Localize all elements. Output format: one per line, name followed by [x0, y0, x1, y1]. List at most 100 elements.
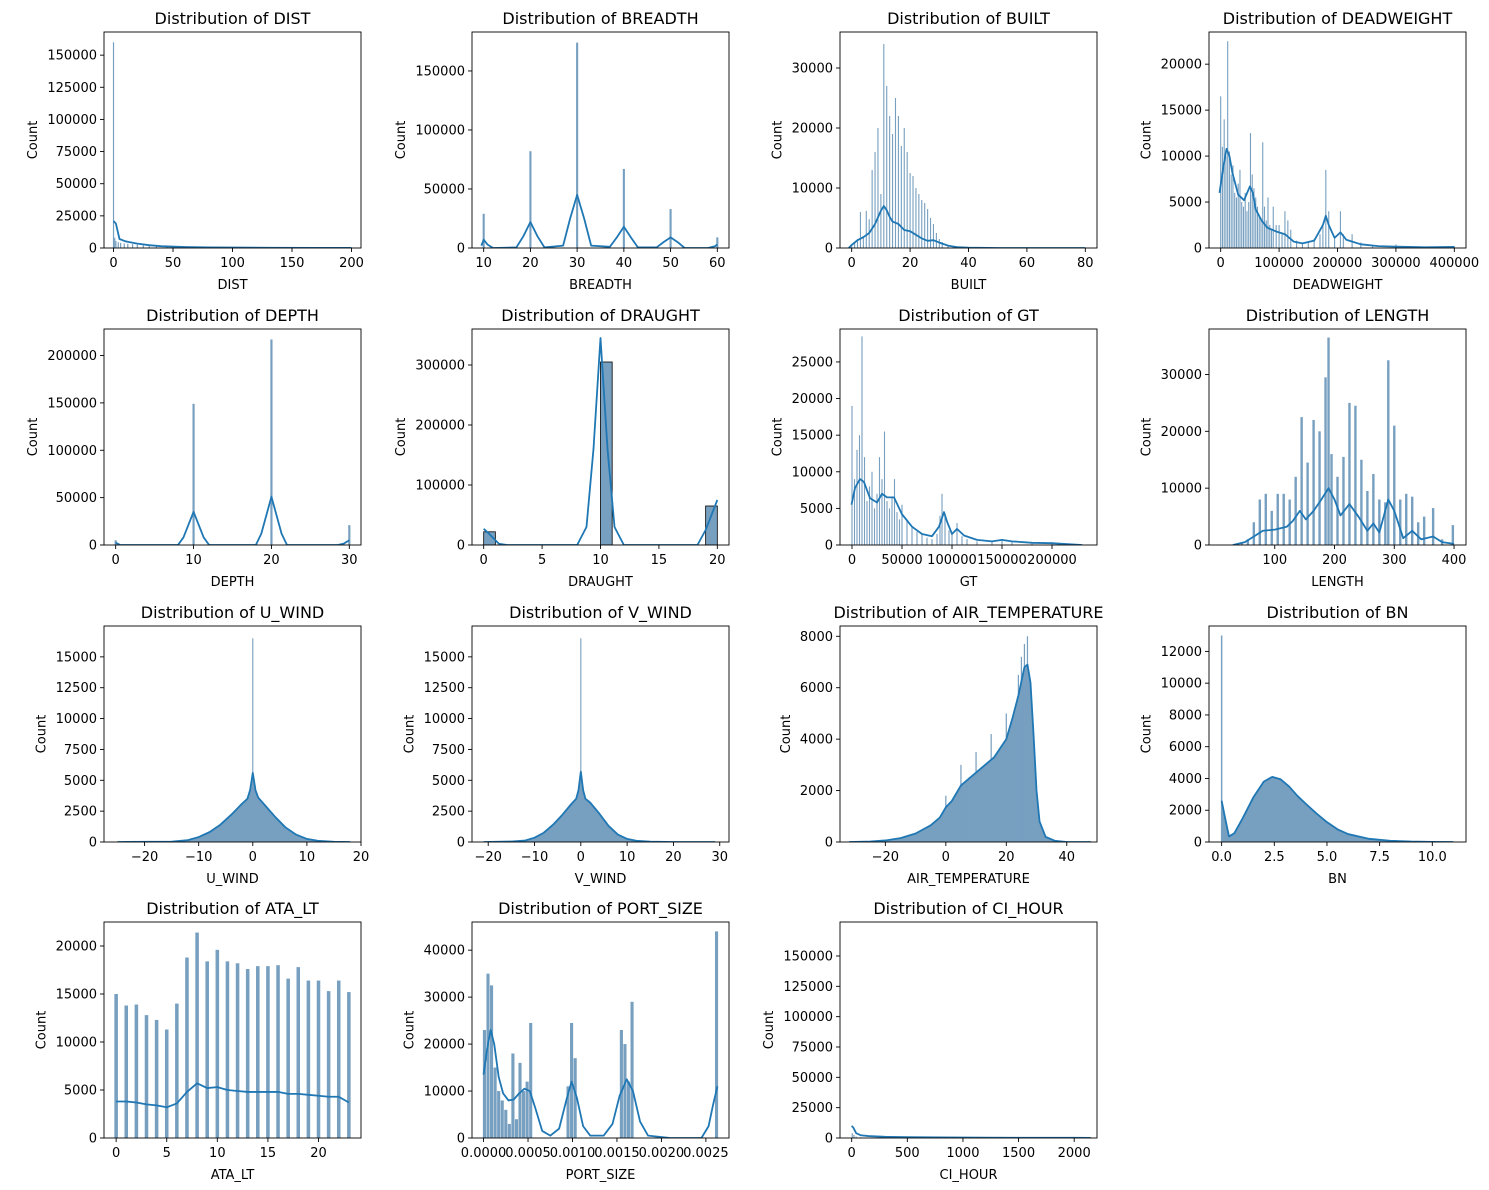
- x-tick-label: 1000: [946, 1146, 979, 1161]
- plot-area: [483, 337, 719, 545]
- histogram-bar: [855, 1136, 857, 1138]
- y-tick-label: 20000: [1161, 58, 1202, 73]
- axes-frame: [1208, 625, 1467, 843]
- histogram-bar: [205, 961, 209, 1138]
- histogram-bar: [894, 98, 897, 248]
- x-tick-label: 10: [185, 553, 202, 568]
- histogram-bar: [504, 1109, 508, 1138]
- plot-area: [1220, 635, 1454, 842]
- x-axis-label: DIST: [217, 278, 247, 293]
- y-tick-label: 25000: [792, 1101, 833, 1116]
- axes-frame: [103, 328, 362, 546]
- histogram-bar: [932, 224, 934, 248]
- x-tick-label: 80: [1077, 256, 1094, 271]
- x-tick-label: 20: [353, 850, 370, 865]
- histogram-bar: [1393, 425, 1396, 545]
- histogram-bar: [889, 116, 891, 248]
- histogram-bar: [573, 1058, 577, 1138]
- x-axis-label: BN: [1328, 872, 1347, 887]
- histogram-bar: [576, 42, 579, 248]
- y-tick-label: 30000: [424, 991, 465, 1006]
- x-tick-label: 20: [310, 1146, 327, 1161]
- histogram-bar: [1260, 220, 1262, 248]
- histogram-bar: [854, 243, 856, 248]
- histogram-bar: [906, 152, 908, 248]
- histogram-bar: [493, 1067, 497, 1138]
- x-tick-label: 2.5: [1264, 850, 1285, 865]
- x-axis-label: DEPTH: [211, 575, 255, 590]
- kde-line: [1232, 487, 1455, 545]
- y-axis-label: Count: [403, 1011, 418, 1050]
- histogram-bar: [912, 176, 914, 248]
- histogram-bar: [1241, 202, 1243, 248]
- y-tick-label: 12500: [56, 681, 97, 696]
- y-tick-label: 7500: [64, 743, 97, 758]
- histogram-bar: [600, 361, 613, 545]
- histogram-bar: [522, 1091, 526, 1138]
- histogram-bar: [851, 246, 853, 248]
- histogram-bar: [529, 151, 532, 248]
- chart-panel: 0 50 100 150 200 0 25000 50000 75000 100000 125000…: [26, 9, 364, 293]
- histogram-bar: [497, 1091, 501, 1138]
- y-tick-label: 25000: [56, 209, 97, 224]
- histogram-bar: [976, 541, 978, 545]
- plot-area: [850, 336, 1083, 545]
- histogram-bar: [1422, 516, 1426, 545]
- y-tick-label: 12000: [1161, 645, 1202, 660]
- x-tick-label: 20: [709, 553, 726, 568]
- chart-panel: 0.0 2.5 5.0 7.5 10.0 0 2000 4000 6000 8000 10000 12…: [1140, 603, 1467, 887]
- x-tick-label: 0: [1217, 256, 1225, 271]
- histogram-bar: [1366, 491, 1369, 545]
- histogram-bar: [148, 245, 150, 248]
- y-tick-label: 10000: [1161, 677, 1202, 692]
- histogram-bar: [1360, 242, 1362, 248]
- x-tick-label: 30: [569, 256, 586, 271]
- histogram-bar: [1339, 211, 1341, 248]
- histogram-bar: [1451, 525, 1455, 545]
- x-tick-label: 10: [475, 256, 492, 271]
- kde-line: [117, 771, 351, 842]
- x-tick-label: 15: [651, 553, 668, 568]
- axes-frame: [103, 625, 362, 843]
- axes-frame: [1208, 31, 1467, 249]
- y-tick-label: 2000: [1169, 804, 1202, 819]
- x-tick-label: 0: [942, 850, 950, 865]
- x-axis-label: PORT_SIZE: [566, 1168, 636, 1183]
- y-tick-label: 2500: [432, 805, 465, 820]
- y-tick-label: 100000: [415, 479, 465, 494]
- plot-area: [848, 44, 1086, 248]
- plot-area: [849, 636, 1091, 842]
- x-tick-label: 400: [1442, 553, 1467, 568]
- kde-line: [849, 663, 1091, 842]
- axes-frame: [839, 625, 1098, 843]
- y-tick-label: 50000: [792, 1071, 833, 1086]
- x-tick-label: −10: [521, 850, 548, 865]
- x-tick-label: 60: [1019, 256, 1036, 271]
- plot-area: [112, 42, 352, 248]
- histogram-bar: [155, 246, 157, 248]
- histogram-bar: [909, 173, 911, 248]
- x-axis-label: DRAUGHT: [568, 575, 633, 590]
- histogram-bar: [1228, 151, 1230, 248]
- y-tick-label: 15000: [1161, 104, 1202, 119]
- x-tick-label: 5: [163, 1146, 171, 1161]
- x-tick-label: 2000: [1058, 1146, 1091, 1161]
- y-tick-label: 20000: [792, 392, 833, 407]
- kde-line: [1218, 147, 1455, 248]
- axes-frame: [471, 625, 730, 843]
- histogram-bar: [897, 116, 899, 248]
- x-tick-label: −10: [185, 850, 212, 865]
- histogram-bar: [1235, 197, 1237, 248]
- kde-line: [112, 220, 352, 248]
- histogram-bar: [142, 245, 144, 248]
- y-tick-label: 150000: [415, 64, 465, 79]
- histogram-bar: [716, 237, 719, 248]
- histogram-bar: [1246, 539, 1250, 545]
- histogram-bar: [630, 1001, 634, 1138]
- histogram-bar: [853, 479, 856, 545]
- kde-line: [116, 1082, 350, 1109]
- x-tick-label: 0: [249, 850, 257, 865]
- histogram-bar: [883, 44, 885, 248]
- x-tick-label: 10: [299, 850, 316, 865]
- axes-frame: [103, 31, 362, 249]
